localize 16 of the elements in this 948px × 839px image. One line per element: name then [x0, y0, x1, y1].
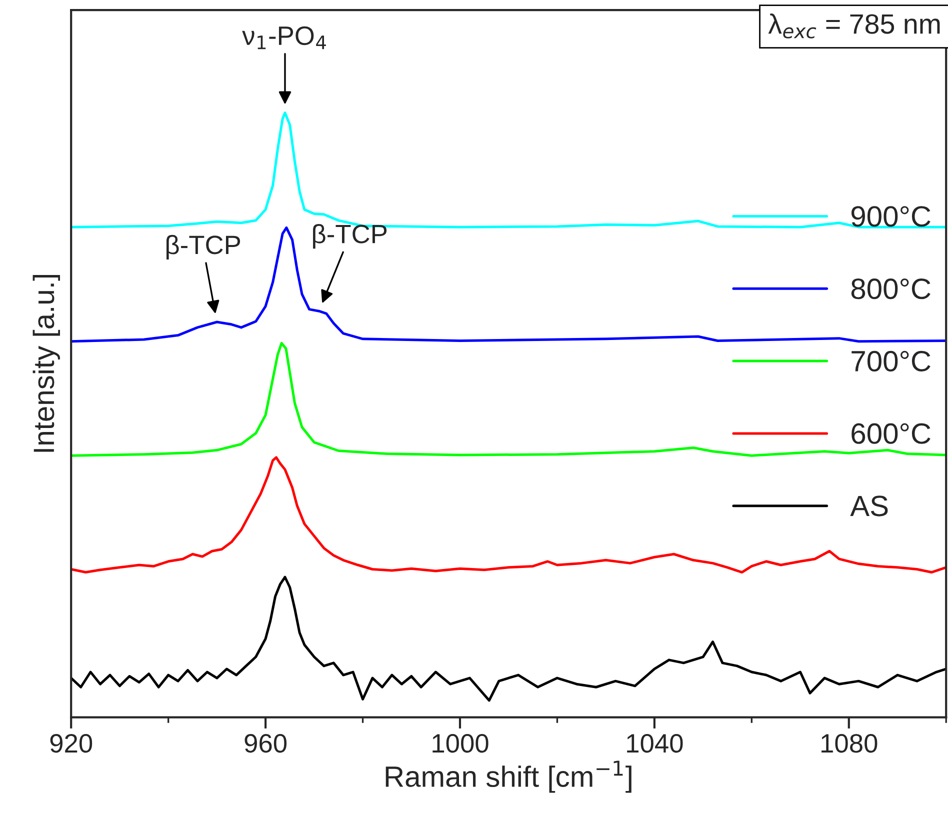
legend-label: 900°C [852, 206, 930, 227]
x-tick-label: 1080 [822, 734, 878, 753]
text: λ$_{exc}$ = 785 nm [768, 13, 940, 38]
x-tick-label: 960 [244, 734, 287, 753]
x-axis-title: Raman shift [cm$^{−1}$] [386, 760, 632, 793]
x-tick-label: 1040 [627, 734, 683, 753]
x-tick-label: 1000 [432, 734, 488, 753]
annotation: β-TCP [166, 234, 240, 260]
x-tick-label: 920 [50, 734, 92, 753]
annotation: ν$_{1}$-PO$_{4}$ [242, 26, 326, 50]
legend-label: 600°C [852, 423, 930, 444]
annotation: β-TCP [313, 224, 387, 249]
legend-label: 800°C [851, 278, 930, 300]
legend-label: 700°C [852, 350, 930, 372]
y-axis-title: Intensity [a.u.] [32, 274, 60, 452]
legend-label: AS [850, 496, 888, 516]
